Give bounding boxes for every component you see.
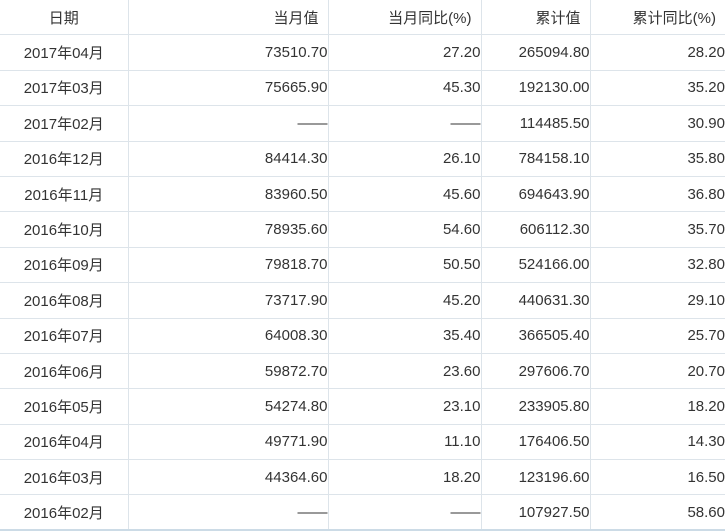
cell-monthly-value: 79818.70 <box>128 247 329 284</box>
table-row: 2016年04月 49771.90 11.10 176406.50 14.30 <box>0 424 725 461</box>
table-row: 2016年09月 79818.70 50.50 524166.00 32.80 <box>0 247 725 284</box>
cell-cumulative-value: 606112.30 <box>481 211 591 248</box>
cell-monthly-value: 73717.90 <box>128 282 329 319</box>
cell-monthly-yoy: 45.60 <box>328 176 482 213</box>
cell-date: 2016年09月 <box>0 247 129 284</box>
table-row: 2016年03月 44364.60 18.20 123196.60 16.50 <box>0 459 725 496</box>
cell-monthly-value: 64008.30 <box>128 318 329 354</box>
cell-monthly-yoy: 27.20 <box>328 34 482 71</box>
cell-cumulative-yoy: 14.30 <box>590 424 725 461</box>
cell-monthly-yoy: —— <box>328 494 482 531</box>
cell-date: 2016年12月 <box>0 141 129 177</box>
cell-date: 2017年03月 <box>0 70 129 107</box>
cell-cumulative-yoy: 36.80 <box>590 176 725 213</box>
cell-monthly-yoy: 23.10 <box>328 388 482 425</box>
column-header-monthly-value: 当月值 <box>128 0 329 36</box>
table-row: 2016年11月 83960.50 45.60 694643.90 36.80 <box>0 176 725 213</box>
cell-cumulative-value: 176406.50 <box>481 424 591 461</box>
cell-monthly-yoy: 50.50 <box>328 247 482 284</box>
column-header-date: 日期 <box>0 0 129 36</box>
cell-monthly-yoy: —— <box>328 105 482 142</box>
table-row: 2016年08月 73717.90 45.20 440631.30 29.10 <box>0 282 725 319</box>
table-row: 2016年02月 —— —— 107927.50 58.60 <box>0 494 725 531</box>
cell-cumulative-value: 192130.00 <box>481 70 591 107</box>
table-row: 2017年03月 75665.90 45.30 192130.00 35.20 <box>0 70 725 107</box>
table-row: 2016年10月 78935.60 54.60 606112.30 35.70 <box>0 211 725 248</box>
cell-monthly-yoy: 26.10 <box>328 141 482 177</box>
cell-monthly-value: 73510.70 <box>128 34 329 71</box>
cell-monthly-yoy: 11.10 <box>328 424 482 461</box>
cell-monthly-yoy: 54.60 <box>328 211 482 248</box>
cell-monthly-value: 54274.80 <box>128 388 329 425</box>
cell-cumulative-yoy: 16.50 <box>590 459 725 496</box>
table-row: 2017年04月 73510.70 27.20 265094.80 28.20 <box>0 34 725 71</box>
cell-cumulative-yoy: 25.70 <box>590 318 725 354</box>
cell-cumulative-yoy: 18.20 <box>590 388 725 425</box>
cell-monthly-value: —— <box>128 105 329 142</box>
cell-monthly-value: 44364.60 <box>128 459 329 496</box>
cell-date: 2016年05月 <box>0 388 129 425</box>
column-header-cumulative-value: 累计值 <box>481 0 591 36</box>
cell-cumulative-yoy: 35.70 <box>590 211 725 248</box>
cell-date: 2016年02月 <box>0 494 129 531</box>
cell-date: 2017年04月 <box>0 34 129 71</box>
cell-cumulative-value: 107927.50 <box>481 494 591 531</box>
cell-cumulative-value: 297606.70 <box>481 353 591 390</box>
cell-monthly-yoy: 35.40 <box>328 318 482 354</box>
cell-cumulative-value: 233905.80 <box>481 388 591 425</box>
cell-cumulative-value: 440631.30 <box>481 282 591 319</box>
cell-cumulative-value: 784158.10 <box>481 141 591 177</box>
cell-monthly-yoy: 45.20 <box>328 282 482 319</box>
table-row: 2016年05月 54274.80 23.10 233905.80 18.20 <box>0 388 725 425</box>
table-header-row: 日期 当月值 当月同比(%) 累计值 累计同比(%) <box>0 0 725 36</box>
cell-cumulative-value: 123196.60 <box>481 459 591 496</box>
cell-date: 2016年08月 <box>0 282 129 319</box>
cell-cumulative-yoy: 58.60 <box>590 494 725 531</box>
table-row: 2016年07月 64008.30 35.40 366505.40 25.70 <box>0 318 725 354</box>
cell-monthly-value: 78935.60 <box>128 211 329 248</box>
cell-date: 2016年03月 <box>0 459 129 496</box>
cell-monthly-value: 83960.50 <box>128 176 329 213</box>
cell-monthly-value: 49771.90 <box>128 424 329 461</box>
cell-cumulative-yoy: 35.80 <box>590 141 725 177</box>
cell-monthly-yoy: 23.60 <box>328 353 482 390</box>
cell-date: 2017年02月 <box>0 105 129 142</box>
cell-date: 2016年11月 <box>0 176 129 213</box>
cell-date: 2016年10月 <box>0 211 129 248</box>
cell-cumulative-value: 265094.80 <box>481 34 591 71</box>
cell-monthly-value: 84414.30 <box>128 141 329 177</box>
cell-cumulative-yoy: 35.20 <box>590 70 725 107</box>
cell-cumulative-yoy: 28.20 <box>590 34 725 71</box>
cell-cumulative-value: 524166.00 <box>481 247 591 284</box>
cell-cumulative-yoy: 29.10 <box>590 282 725 319</box>
cell-monthly-yoy: 18.20 <box>328 459 482 496</box>
cell-cumulative-value: 114485.50 <box>481 105 591 142</box>
cell-cumulative-yoy: 32.80 <box>590 247 725 284</box>
cell-cumulative-yoy: 30.90 <box>590 105 725 142</box>
cell-date: 2016年04月 <box>0 424 129 461</box>
cell-monthly-value: 75665.90 <box>128 70 329 107</box>
column-header-cumulative-yoy: 累计同比(%) <box>590 0 725 36</box>
cell-monthly-value: 59872.70 <box>128 353 329 390</box>
cell-date: 2016年07月 <box>0 318 129 354</box>
cell-date: 2016年06月 <box>0 353 129 390</box>
cell-cumulative-value: 366505.40 <box>481 318 591 354</box>
table-row: 2016年12月 84414.30 26.10 784158.10 35.80 <box>0 141 725 177</box>
cell-cumulative-value: 694643.90 <box>481 176 591 213</box>
cell-monthly-value: —— <box>128 494 329 531</box>
table-row: 2016年06月 59872.70 23.60 297606.70 20.70 <box>0 353 725 390</box>
cell-cumulative-yoy: 20.70 <box>590 353 725 390</box>
table-row: 2017年02月 —— —— 114485.50 30.90 <box>0 105 725 142</box>
column-header-monthly-yoy: 当月同比(%) <box>328 0 482 36</box>
cell-monthly-yoy: 45.30 <box>328 70 482 107</box>
